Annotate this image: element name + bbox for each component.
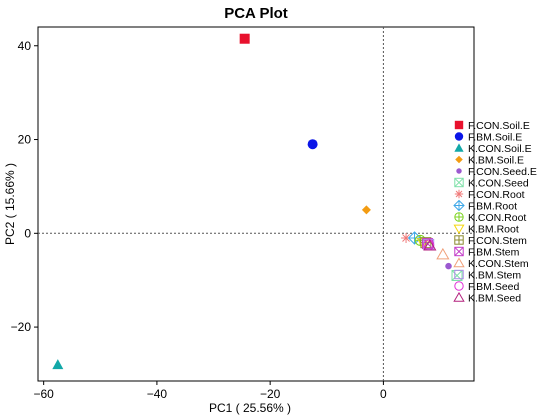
legend-item: K.BM.Stem — [454, 269, 521, 282]
legend-label: K.CON.Root — [468, 212, 526, 224]
legend-item: K.CON.Stem — [453, 257, 529, 270]
x-tick-label: −20 — [260, 387, 281, 401]
legend-marker — [454, 189, 464, 199]
legend-label: K.CON.Seed — [468, 178, 529, 190]
legend-item: K.CON.Seed — [454, 177, 529, 190]
legend-item: F.CON.Soil.E — [454, 120, 530, 132]
data-point — [445, 262, 452, 270]
plot-frame — [37, 26, 475, 382]
legend-marker — [454, 246, 464, 257]
y-tick-label: 20 — [18, 133, 32, 147]
data-point — [239, 33, 250, 44]
legend-item: F.CON.Root — [454, 189, 525, 201]
x-tick-label: −60 — [33, 387, 54, 401]
legend-item: K.CON.Soil.E — [454, 143, 532, 155]
legend-item: K.BM.Seed — [453, 291, 521, 305]
legend-item: K.BM.Root — [453, 224, 519, 236]
x-axis-label: PC1 ( 25.56% ) — [209, 401, 291, 415]
legend-marker — [454, 212, 464, 222]
legend-label: K.CON.Soil.E — [468, 143, 532, 155]
legend-item: F.BM.Root — [453, 199, 517, 213]
legend-item: F.BM.Stem — [454, 246, 520, 259]
legend-marker — [454, 281, 464, 291]
legend-label: F.CON.Root — [468, 189, 525, 201]
legend-label: F.BM.Stem — [468, 247, 520, 259]
legend-marker — [454, 120, 464, 130]
legend-item: K.BM.Soil.E — [455, 155, 524, 167]
x-axis-ticks: −60 −40 −20 0 — [33, 381, 387, 401]
legend: F.CON.Soil.EF.BM.Soil.EK.CON.Soil.EK.BM.… — [453, 120, 537, 305]
legend-item: F.CON.Stem — [454, 235, 527, 247]
x-tick-label: −40 — [147, 387, 168, 401]
legend-label: K.BM.Root — [468, 224, 519, 236]
legend-label: K.BM.Seed — [468, 293, 521, 305]
legend-label: K.BM.Stem — [468, 270, 521, 282]
data-point — [436, 247, 450, 260]
legend-marker — [454, 235, 464, 245]
legend-marker — [453, 224, 465, 235]
legend-label: F.CON.Stem — [468, 235, 527, 247]
zero-reference-lines — [38, 27, 474, 381]
y-tick-label: −20 — [11, 320, 32, 334]
data-point — [361, 205, 371, 215]
legend-marker — [454, 269, 464, 280]
legend-marker — [453, 199, 465, 212]
legend-label: F.BM.Root — [468, 201, 517, 213]
legend-label: F.CON.Seed.E — [468, 166, 537, 178]
legend-marker — [455, 155, 463, 164]
legend-marker — [456, 168, 462, 174]
legend-marker — [454, 177, 464, 188]
legend-item: K.CON.Root — [454, 212, 526, 224]
legend-marker — [454, 132, 464, 141]
legend-marker — [453, 257, 465, 268]
legend-item: F.BM.Soil.E — [454, 132, 522, 144]
legend-item: F.BM.Seed — [454, 281, 520, 293]
legend-label: F.BM.Soil.E — [468, 132, 522, 144]
legend-label: F.BM.Seed — [468, 281, 520, 293]
x-tick-label: 0 — [380, 387, 387, 401]
legend-label: K.CON.Stem — [468, 258, 529, 270]
legend-marker — [454, 143, 464, 152]
data-points — [52, 33, 463, 370]
y-axis-ticks: −20 0 20 40 — [11, 39, 38, 334]
y-tick-label: 0 — [24, 226, 31, 240]
data-point — [52, 359, 64, 370]
legend-item: F.CON.Seed.E — [456, 166, 537, 178]
data-point — [307, 139, 318, 150]
y-tick-label: 40 — [18, 39, 32, 53]
data-point — [423, 238, 437, 251]
legend-marker — [453, 291, 465, 302]
chart-title: PCA Plot — [224, 5, 288, 22]
y-axis-label: PC2 ( 15.66% ) — [3, 163, 17, 245]
legend-label: K.BM.Soil.E — [468, 155, 524, 167]
legend-label: F.CON.Soil.E — [468, 120, 530, 132]
